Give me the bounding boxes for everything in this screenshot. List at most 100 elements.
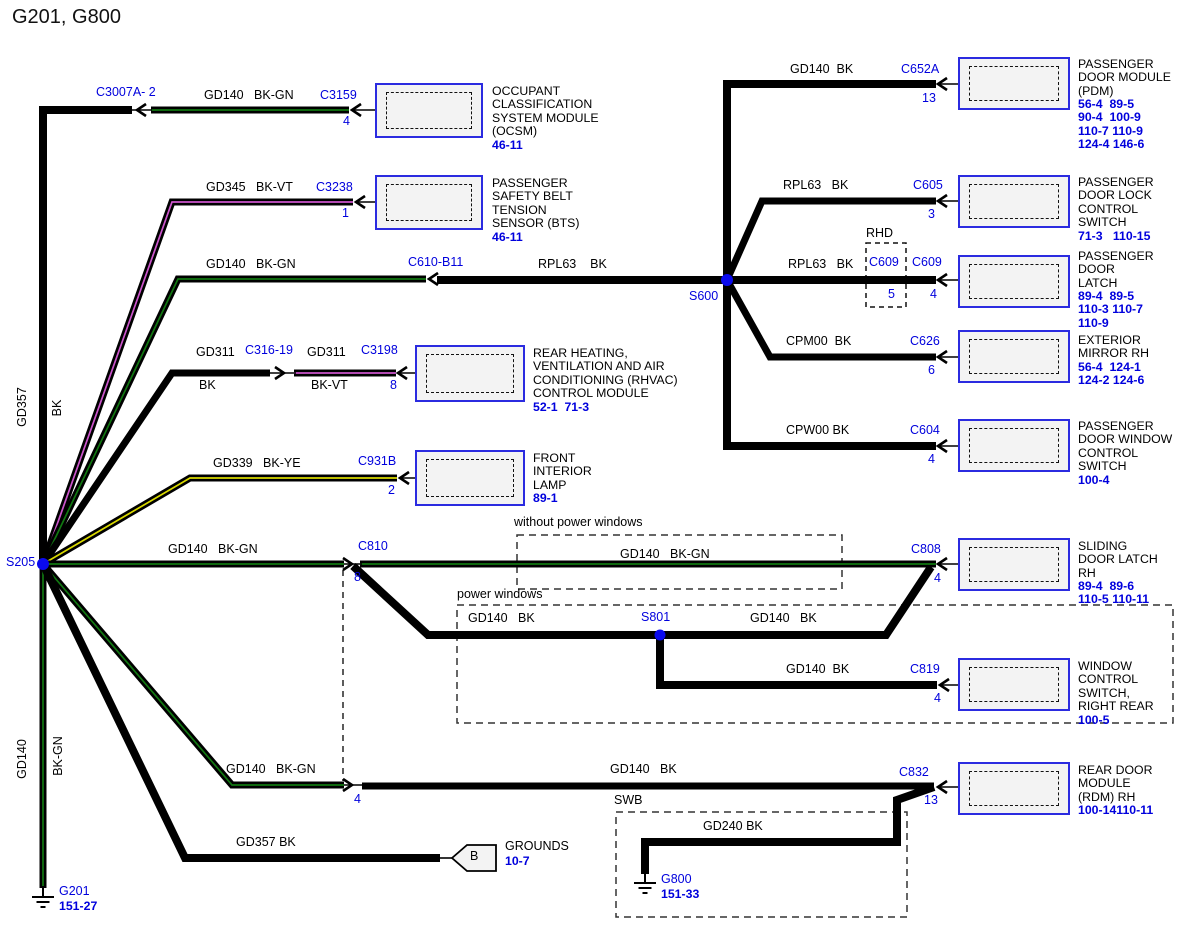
connector-c931b-pin: 2 (388, 483, 395, 497)
wire-gd140-bottom-gn (40, 561, 344, 789)
wire-gd345-bts (39, 198, 353, 566)
component-bts-refs: 46-11 (492, 230, 523, 244)
connector-c3198-label: C3198 (361, 343, 398, 357)
component-door-latch-inner (969, 264, 1059, 299)
wire-label-gd140: GD140 (15, 739, 29, 779)
connector-c808-label: C808 (911, 542, 941, 556)
wire-label-cpw00: CPW00 BK (786, 423, 850, 437)
wire-label-gd140-nopw: GD140 BK-GN (620, 547, 710, 561)
component-door-lock-switch-inner (969, 184, 1059, 219)
connector-c3198-pin: 8 (390, 378, 397, 392)
component-window-control-switch-refs: 100-5 (1078, 713, 1110, 727)
connector-c3007a-label: C3007A- 2 (96, 85, 156, 99)
splice-s205-dot (37, 558, 49, 570)
wire-label-gd357-color: BK (50, 399, 64, 417)
connector-c3159-label: C3159 (320, 88, 357, 102)
wire-gd140-c819 (656, 635, 937, 689)
connector-c652a-pin: 13 (922, 91, 936, 105)
wire-label-rpl63-c605: RPL63 BK (783, 178, 849, 192)
ground-g201-symbol (32, 886, 54, 908)
component-window-control-switch-inner (969, 667, 1059, 702)
component-bts-name: PASSENGER SAFETY BELT TENSION SENSOR (BT… (492, 176, 580, 231)
component-rdm-box (958, 762, 1070, 815)
ground-g201-ref: 151-27 (59, 899, 98, 913)
grounds-b-connector-shape (450, 844, 497, 872)
connector-c832-pin: 13 (924, 793, 938, 807)
component-front-interior-lamp-inner (426, 459, 514, 497)
component-pdm-inner (969, 66, 1059, 101)
wire-cpw00 (723, 280, 936, 450)
component-door-latch-name: PASSENGER DOOR LATCH (1078, 249, 1154, 290)
connector-c810-pin: 8 (354, 570, 361, 584)
component-exterior-mirror-name: EXTERIOR MIRROR RH (1078, 333, 1150, 361)
wire-label-gd240: GD240 BK (703, 819, 763, 833)
connector-c605-pin: 3 (928, 207, 935, 221)
component-sliding-door-latch-inner (969, 547, 1059, 582)
component-door-lock-switch-box (958, 175, 1070, 228)
ground-g800-ref: 151-33 (661, 887, 700, 901)
connector-c609-pin: 4 (930, 287, 937, 301)
connector-c810-pin4: 4 (354, 792, 361, 806)
grounds-ref: 10-7 (505, 854, 530, 868)
connector-arrows (134, 76, 950, 795)
ground-g800-symbol (634, 872, 656, 894)
component-front-interior-lamp-name: FRONT INTERIOR LAMP (533, 451, 592, 492)
connector-c609-label: C609 (912, 255, 942, 269)
splice-s801-label: S801 (641, 610, 671, 624)
component-rdm-name: REAR DOOR MODULE (RDM) RH (1078, 763, 1153, 804)
component-rhvac-box (415, 345, 525, 402)
grounds-label: GROUNDS (505, 839, 569, 853)
rhd-box (865, 242, 907, 308)
connector-c626-label: C626 (910, 334, 940, 348)
component-door-lock-switch-name: PASSENGER DOOR LOCK CONTROL SWITCH (1078, 175, 1154, 230)
wire-stripe (42, 201, 353, 565)
splice-s205-label: S205 (6, 555, 36, 569)
component-door-window-switch-inner (969, 428, 1059, 463)
wire-label-rpl63-c609: RPL63 BK (788, 257, 854, 271)
wire-stripe (42, 563, 344, 786)
wire-gd311-bk (40, 369, 270, 566)
component-ocsm-inner (386, 92, 472, 129)
wire-gd357-grounds (39, 562, 440, 862)
wire-label-gd140-pw-right: GD140 BK (750, 611, 817, 625)
wire-gd140-pdm (723, 80, 936, 280)
swb-box (615, 811, 908, 918)
connector-c609-rhd-label: C609 (869, 255, 899, 269)
wire-rpl63-c605 (723, 197, 936, 282)
wire-label-gd357: GD357 (15, 387, 29, 427)
connector-c605-label: C605 (913, 178, 943, 192)
connector-c3238-label: C3238 (316, 180, 353, 194)
connector-c832-label: C832 (899, 765, 929, 779)
wire-label-cpm00: CPM00 BK (786, 334, 852, 348)
page-title: G201, G800 (12, 6, 121, 28)
component-door-latch-box (958, 255, 1070, 308)
component-door-window-switch-name: PASSENGER DOOR WINDOW CONTROL SWITCH (1078, 419, 1173, 474)
connector-c604-pin: 4 (928, 452, 935, 466)
connector-c3238-pin: 1 (342, 206, 349, 220)
wire-gd240-g800 (641, 783, 936, 874)
wire-cpm00 (723, 278, 936, 361)
component-rhvac-refs: 52-1 71-3 (533, 400, 590, 414)
wire-label-gd311a: GD311 (196, 345, 235, 359)
component-exterior-mirror-inner (969, 339, 1059, 374)
connector-c808-pin: 4 (934, 571, 941, 585)
wire-label-gd339-lamp: GD339 BK-YE (213, 456, 301, 470)
rhd-box-label: RHD (866, 226, 894, 240)
wire-gd140-power-windows (350, 563, 935, 639)
swb-box-label: SWB (614, 793, 643, 807)
ground-g201-label: G201 (59, 884, 90, 898)
component-rhvac-inner (426, 354, 514, 393)
component-sliding-door-latch-refs: 89-4 89-6 110-5 110-11 (1078, 579, 1150, 607)
splice-s600-label: S600 (689, 289, 719, 303)
wire-label-gd357-bk: GD357 BK (236, 835, 296, 849)
wire-label-gd140-pdm: GD140 BK (790, 62, 854, 76)
component-exterior-mirror-refs: 56-4 124-1 124-2 124-6 (1078, 360, 1145, 388)
wire-stripe (42, 477, 397, 565)
wire-label-gd140-bottom-gn: GD140 BK-GN (226, 762, 316, 776)
wire-gd357-trunk (39, 106, 132, 564)
component-window-control-switch-box (958, 658, 1070, 711)
connector-c316-19-label: C316-19 (245, 343, 293, 357)
wire-label-gd140-s205-row: GD140 BK-GN (168, 542, 258, 556)
component-exterior-mirror-box (958, 330, 1070, 383)
